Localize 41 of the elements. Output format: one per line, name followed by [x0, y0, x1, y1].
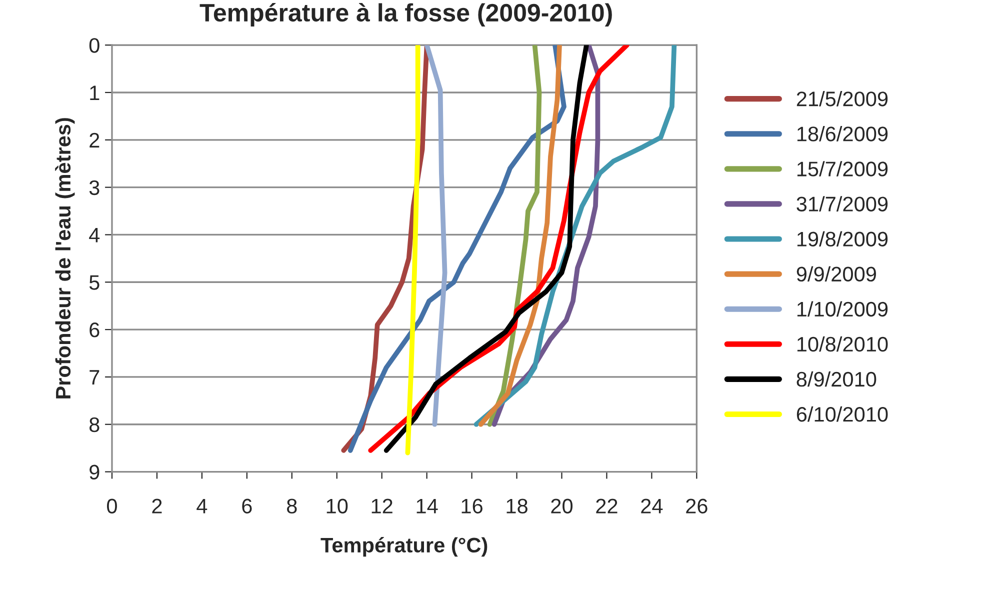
x-tick-label: 22: [596, 498, 618, 514]
legend-label: 18/6/2009: [797, 126, 888, 142]
line-series: [384, 45, 589, 453]
y-tick-label: 0: [89, 38, 100, 53]
line-series: [405, 45, 420, 456]
legend-label: 8/9/2010: [796, 371, 876, 387]
x-tick-label: 2: [152, 498, 162, 514]
y-tick-label: 4: [89, 228, 100, 242]
x-axis-title: Température (°C): [320, 537, 488, 557]
y-axis-title: Profondeur de l'eau (mètres): [55, 118, 75, 398]
y-tick-label: 7: [90, 370, 100, 385]
y-tick-label: 8: [89, 417, 100, 432]
x-tick-label: 16: [462, 498, 482, 514]
legend-label: 15/7/2009: [797, 161, 888, 176]
x-tick-label: 10: [326, 498, 348, 514]
x-tick-label: 14: [416, 498, 438, 514]
chart-title: Température à la fosse (2009-2010): [200, 3, 612, 27]
y-tick-label: 2: [90, 132, 100, 148]
y-tick-label: 3: [89, 180, 100, 196]
y-tick-label: 1: [90, 86, 100, 100]
x-tick-label: 0: [107, 498, 117, 514]
x-tick-label: 24: [641, 498, 663, 514]
x-tick-label: 6: [242, 498, 252, 514]
legend-label: 9/9/2009: [796, 266, 876, 282]
legend-label: 1/10/2009: [797, 301, 888, 317]
legend-label: 6/10/2010: [796, 406, 888, 422]
legend-label: 31/7/2009: [796, 196, 888, 212]
x-tick-label: 26: [686, 498, 708, 514]
legend-label: 10/8/2010: [797, 336, 888, 352]
line-series: [478, 45, 562, 427]
y-tick-label: 9: [90, 464, 100, 480]
x-tick-label: 18: [506, 498, 528, 514]
x-tick-label: 12: [372, 498, 392, 514]
line-series: [424, 45, 448, 427]
x-tick-label: 20: [551, 498, 573, 514]
legend-label: 21/5/2009: [796, 91, 888, 106]
y-tick-label: 6: [90, 322, 100, 338]
y-tick-label: 5: [89, 275, 100, 290]
x-tick-label: 8: [287, 498, 297, 514]
x-tick-label: 4: [196, 498, 208, 514]
legend-label: 19/8/2009: [797, 231, 888, 246]
